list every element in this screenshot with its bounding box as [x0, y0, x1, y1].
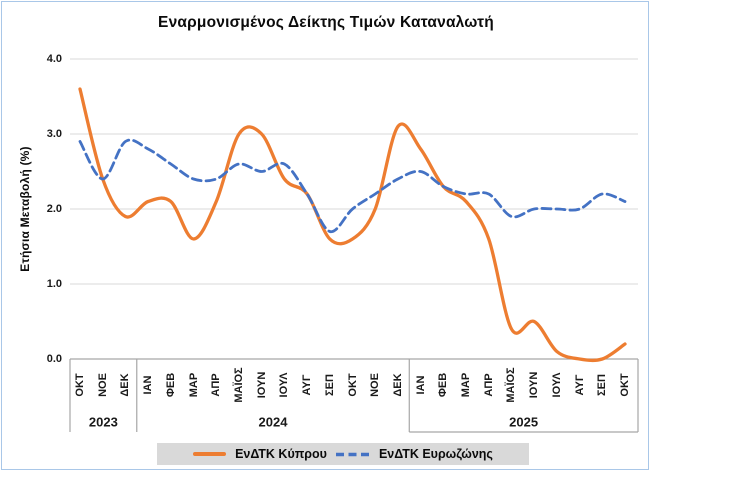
- x-tick-label: ΑΠΡ: [210, 373, 223, 397]
- x-tick-label: ΦΕΒ: [437, 372, 450, 398]
- series-line-cyprus: [78, 87, 627, 363]
- chart-frame: Εναρμονισμένος Δείκτης Τιμών Καταναλωτή …: [1, 1, 649, 470]
- y-tick-label: 1.0: [46, 277, 62, 290]
- x-tick-label: ΙΟΥΛ: [550, 372, 563, 398]
- legend-swatch-eurozone-line: [335, 452, 370, 456]
- x-tick-label: ΟΚΤ: [346, 373, 359, 397]
- x-tick-label: ΑΥΓ: [301, 374, 314, 396]
- legend-label-cyprus: ΕνΔΤΚ Κύπρου: [235, 447, 327, 461]
- x-tick-label: ΟΚΤ: [74, 373, 86, 397]
- chart-title: Εναρμονισμένος Δείκτης Τιμών Καταναλωτή: [158, 14, 494, 31]
- x-tick-label: ΙΑΝ: [414, 375, 427, 395]
- legend-label-eurozone: ΕνΔΤΚ Ευρωζώνης: [378, 447, 493, 461]
- x-tick-label: ΣΕΠ: [596, 374, 609, 396]
- year-label: 2024: [258, 414, 288, 430]
- y-tick-label: 4.0: [46, 52, 62, 65]
- x-tick-label: ΝΟΕ: [369, 373, 382, 397]
- x-tick-label: ΜΑΪΟΣ: [505, 367, 518, 403]
- x-tick-label: ΑΥΓ: [573, 374, 586, 396]
- plot-area: [69, 58, 639, 433]
- chart-legend: ΕνΔΤΚ Κύπρου ΕνΔΤΚ Ευρωζώνης: [157, 443, 529, 465]
- y-tick-label: 3.0: [46, 127, 62, 140]
- x-tick-label: ΙΑΝ: [142, 375, 155, 395]
- year-label: 2023: [88, 414, 118, 430]
- x-tick-label: ΔΕΚ: [119, 373, 132, 397]
- x-tick-label: ΙΟΥΛ: [278, 372, 291, 398]
- x-tick-label: ΝΟΕ: [96, 373, 109, 397]
- x-tick-label: ΜΑΡ: [187, 372, 200, 398]
- x-tick-label: ΙΟΥΝ: [528, 371, 541, 399]
- x-tick-label: ΦΕΒ: [164, 372, 177, 398]
- x-tick-label: ΙΟΥΝ: [255, 371, 268, 399]
- x-tick-label: ΣΕΠ: [323, 374, 336, 396]
- x-tick-label: ΜΑΪΟΣ: [232, 367, 245, 403]
- year-label: 2025: [509, 414, 539, 430]
- y-tick-label: 2.0: [46, 202, 62, 215]
- x-tick-label: ΟΚΤ: [619, 373, 631, 397]
- y-tick-label: 0.0: [46, 352, 62, 365]
- legend-swatch-cyprus-line: [193, 452, 227, 456]
- x-tick-label: ΔΕΚ: [391, 373, 404, 397]
- series-line-eurozone: [78, 138, 627, 233]
- x-tick-label: ΜΑΡ: [460, 372, 473, 398]
- x-tick-label: ΑΠΡ: [482, 373, 495, 397]
